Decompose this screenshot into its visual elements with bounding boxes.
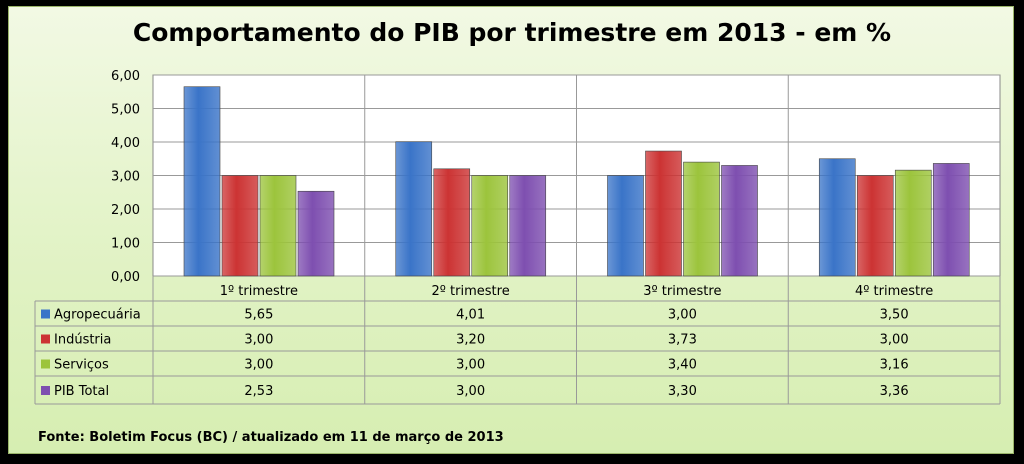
bar-indústria <box>433 168 471 277</box>
data-value: 3,00 <box>668 308 697 323</box>
bar-agropecuária <box>395 141 433 277</box>
bar-pib-total <box>297 190 335 277</box>
data-value: 3,50 <box>880 308 909 323</box>
bar-indústria <box>221 175 259 277</box>
bar-indústria <box>645 150 682 277</box>
bar-serviços <box>894 169 932 277</box>
legend-swatch <box>41 359 50 369</box>
bar-indústria <box>856 175 894 277</box>
legend-swatch <box>41 334 50 344</box>
data-value: 3,00 <box>880 333 909 348</box>
data-value: 4,01 <box>456 308 485 323</box>
data-value: 2,53 <box>244 384 273 399</box>
y-tick-label: 1,00 <box>111 237 140 252</box>
data-value: 3,00 <box>244 358 273 373</box>
chart-title: Comportamento do PIB por trimestre em 20… <box>132 18 892 47</box>
data-value: 3,30 <box>668 384 697 399</box>
bar-agropecuária <box>818 158 856 277</box>
bar-serviços <box>259 175 297 277</box>
bar-pib-total <box>721 165 758 277</box>
data-value: 3,36 <box>880 384 909 399</box>
category-label: 2º trimestre <box>432 284 510 299</box>
y-tick-label: 3,00 <box>111 170 140 185</box>
bar-agropecuária <box>183 86 221 277</box>
series-label: Indústria <box>54 333 111 348</box>
category-label: 3º trimestre <box>643 284 721 299</box>
y-tick-label: 2,00 <box>111 203 140 218</box>
y-tick-label: 6,00 <box>111 69 140 84</box>
bar-pib-total <box>932 163 970 277</box>
bar-agropecuária <box>607 175 644 277</box>
data-value: 3,16 <box>880 358 909 373</box>
series-label: Serviços <box>54 358 109 373</box>
data-value: 3,00 <box>456 384 485 399</box>
data-value: 3,00 <box>244 333 273 348</box>
y-tick-label: 5,00 <box>111 103 140 118</box>
data-value: 3,40 <box>668 358 697 373</box>
bar-serviços <box>683 161 720 277</box>
bar-serviços <box>471 175 509 277</box>
data-value: 3,20 <box>456 333 485 348</box>
category-label: 1º trimestre <box>220 284 298 299</box>
data-value: 3,73 <box>668 333 697 348</box>
data-value: 5,65 <box>244 308 273 323</box>
series-label: Agropecuária <box>54 308 141 323</box>
y-tick-label: 4,00 <box>111 136 140 151</box>
legend-swatch <box>41 309 50 319</box>
legend-swatch <box>41 386 50 395</box>
y-tick-label: 0,00 <box>111 270 140 285</box>
data-value: 3,00 <box>456 358 485 373</box>
series-label: PIB Total <box>54 384 109 399</box>
bar-pib-total <box>509 175 547 277</box>
category-label: 4º trimestre <box>855 284 933 299</box>
source-footer: Fonte: Boletim Focus (BC) / atualizado e… <box>38 430 504 445</box>
